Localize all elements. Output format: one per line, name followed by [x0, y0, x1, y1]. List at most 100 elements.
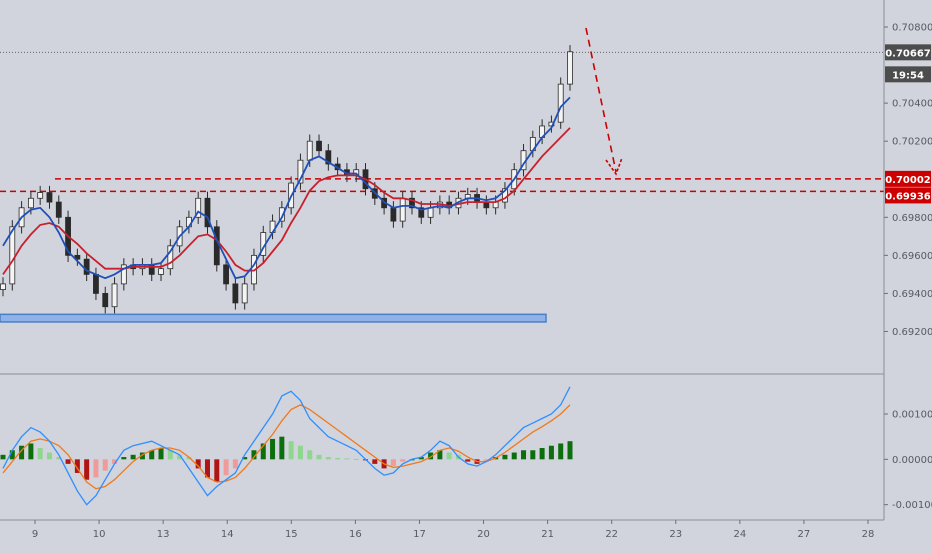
candle-body: [195, 197, 202, 218]
macd-bar: [502, 454, 508, 460]
macd-bar: [539, 448, 545, 460]
countdown-label: 19:54: [892, 70, 924, 81]
candle-body: [111, 283, 118, 308]
macd-bar: [418, 457, 424, 460]
macd-tick-label: -0.00100: [892, 500, 932, 511]
macd-bar: [251, 450, 257, 460]
macd-bar: [325, 457, 331, 460]
macd-bar: [465, 459, 471, 462]
macd-bar: [139, 452, 145, 460]
macd-bar: [307, 450, 313, 460]
macd-bar: [558, 443, 564, 460]
ema-fast-line: [2, 96, 571, 280]
macd-bar: [260, 443, 266, 460]
candle-body: [399, 197, 406, 222]
candle-body: [557, 83, 564, 123]
price-tick-label: 0.70800: [892, 23, 932, 34]
signal-line: [2, 404, 571, 490]
candle-body: [120, 264, 127, 285]
time-tick-label: 16: [349, 529, 362, 540]
price-tick-label: 0.69600: [892, 251, 932, 262]
macd-bar: [372, 459, 378, 464]
macd-bar: [56, 457, 62, 460]
macd-bar: [344, 458, 350, 460]
macd-bar: [437, 450, 443, 460]
macd-bar: [84, 459, 90, 480]
time-tick-label: 15: [285, 529, 298, 540]
macd-bar: [167, 450, 173, 460]
projection-arrow-head: [605, 157, 623, 176]
macd-bar: [112, 459, 118, 464]
macd-bar: [548, 445, 554, 460]
macd-pane[interactable]: [0, 386, 573, 506]
candle-body: [46, 192, 53, 203]
macd-bar: [530, 450, 536, 460]
macd-bar: [511, 452, 517, 460]
macd-bar: [158, 448, 164, 460]
macd-bar: [37, 448, 43, 460]
macd-bar: [335, 457, 341, 460]
time-tick-label: 10: [93, 529, 106, 540]
candle-body: [55, 201, 62, 218]
candle-body: [213, 226, 220, 266]
price-tick-label: 0.69400: [892, 289, 932, 300]
macd-bar: [149, 450, 155, 460]
macd-bar: [204, 459, 210, 478]
time-tick-label: 13: [157, 529, 170, 540]
candle-body: [204, 197, 211, 228]
candle-body: [297, 159, 304, 184]
support-zone[interactable]: [0, 313, 547, 323]
macd-tick-label: 0.00000: [892, 455, 932, 466]
macd-bar: [102, 459, 108, 471]
candle-body: [9, 226, 16, 285]
macd-bar: [279, 436, 285, 460]
candle-body: [409, 197, 415, 209]
resistance-upper-label-bg: [885, 170, 931, 187]
time-tick-label: 17: [413, 529, 426, 540]
macd-bar: [297, 445, 303, 460]
time-tick-label: 24: [733, 529, 746, 540]
macd-bar: [195, 459, 201, 469]
resistance-lower-label: 0.69936: [885, 191, 931, 202]
macd-bar: [400, 459, 406, 462]
candle-body: [102, 293, 109, 308]
candle-body: [232, 283, 239, 304]
candle-body: [316, 140, 322, 152]
time-tick-label: 22: [605, 529, 618, 540]
macd-bar: [242, 457, 248, 460]
candle-body: [427, 207, 434, 218]
candle-body: [390, 207, 397, 222]
macd-bar: [74, 459, 80, 473]
macd-bar: [46, 452, 52, 460]
macd-tick-label: 0.00100: [892, 410, 932, 421]
time-tick-label: 27: [798, 529, 811, 540]
time-tick-label: 20: [477, 529, 490, 540]
macd-bar: [567, 441, 573, 460]
candle-body: [223, 264, 229, 285]
time-tick-label: 9: [32, 529, 38, 540]
macd-bar: [223, 459, 229, 476]
candle-body: [325, 150, 332, 165]
last-price-label-bg: [885, 44, 931, 61]
macd-bar: [19, 445, 25, 460]
macd-bar: [428, 452, 434, 460]
macd-bar: [28, 443, 34, 460]
macd-line: [2, 386, 571, 506]
macd-bar: [270, 438, 276, 460]
resistance-lower-label-bg: [885, 187, 931, 204]
candle-body: [278, 207, 285, 222]
time-tick-label: 14: [221, 529, 234, 540]
countdown-label-bg: [885, 66, 931, 83]
candle-body: [27, 197, 34, 209]
macd-bar: [232, 459, 238, 469]
macd-bar: [214, 459, 220, 482]
macd-bar: [316, 454, 322, 460]
macd-bar: [353, 458, 359, 460]
price-pane[interactable]: [0, 27, 884, 323]
candle-body: [37, 192, 44, 199]
candle-body: [418, 207, 425, 218]
macd-bar: [521, 450, 527, 460]
